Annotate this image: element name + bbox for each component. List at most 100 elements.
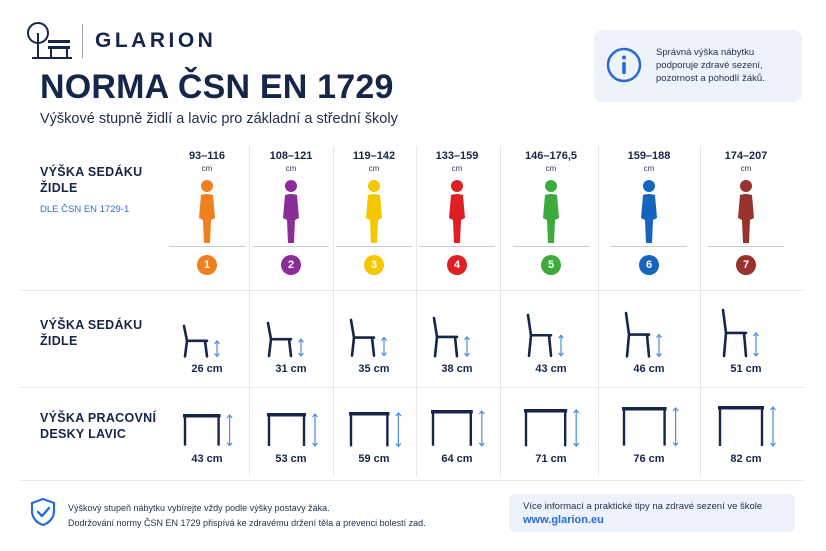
info-text-line: pozornost a pohodlí žáků.: [656, 73, 765, 84]
seat-height-value: 38 cm: [441, 363, 473, 375]
row-label-line: ŽIDLE: [40, 181, 78, 195]
person-figure-icon: [738, 180, 754, 243]
desk-height-value: 76 cm: [633, 453, 665, 465]
desk-icon: [524, 408, 580, 447]
size-number-badge: 1: [197, 255, 217, 275]
height-unit: cm: [545, 164, 557, 173]
footer-note: Výškový stupeň nábytku vybírejte vždy po…: [68, 501, 426, 531]
row-label-line: ŽIDLE: [40, 334, 78, 348]
column-divider: [333, 146, 334, 476]
row-label-line: DESKY LAVIC: [40, 427, 127, 441]
seat-height-value: 26 cm: [191, 363, 223, 375]
desk-icon: [718, 406, 776, 447]
seat-height-value: 43 cm: [535, 363, 567, 375]
column-divider: [700, 146, 701, 476]
size-number-badge: 5: [541, 255, 561, 275]
brand-logo[interactable]: GLARION: [24, 20, 224, 62]
row-label-line: VÝŠKA SEDÁKU: [40, 165, 143, 179]
footer-note-line: Dodržování normy ČSN EN 1729 přispívá ke…: [68, 518, 426, 528]
column-divider: [500, 146, 501, 476]
info-text: Správná výška nábytku podporuje zdravé s…: [656, 46, 796, 85]
size-number-badge: 4: [447, 255, 467, 275]
desk-icon: [431, 410, 485, 447]
website-link[interactable]: www.glarion.eu: [523, 514, 604, 526]
row-label-body-height: VÝŠKA SEDÁKU ŽIDLE: [40, 164, 142, 196]
info-text-line: Správná výška nábytku: [656, 47, 755, 58]
person-figure-icon: [543, 180, 559, 243]
seat-height-value: 35 cm: [358, 363, 390, 375]
desk-height-value: 64 cm: [441, 453, 473, 465]
height-unit: cm: [285, 164, 297, 173]
info-box: Správná výška nábytku podporuje zdravé s…: [594, 30, 802, 102]
more-info-text: Více informací a praktické tipy na zdrav…: [523, 501, 763, 512]
person-figure-icon: [641, 180, 657, 243]
desk-height-value: 53 cm: [275, 453, 307, 465]
desk-height-value: 43 cm: [191, 453, 223, 465]
desk-icon: [183, 414, 233, 447]
person-figure-icon: [449, 180, 465, 243]
size-number-badge: 3: [364, 255, 384, 275]
shield-check-icon: [30, 497, 56, 527]
height-range: 133–159: [435, 150, 479, 162]
footer-note-line: Výškový stupeň nábytku vybírejte vždy po…: [68, 503, 330, 513]
figure-base-line: [169, 246, 245, 247]
height-range: 174–207: [724, 150, 768, 162]
size-number-badge: 6: [639, 255, 659, 275]
desk-icon: [266, 413, 318, 447]
figure-base-line: [708, 246, 784, 247]
more-info-box: Více informací a praktické tipy na zdrav…: [509, 494, 795, 532]
row-label-line: VÝŠKA PRACOVNÍ: [40, 411, 157, 425]
brand-name: GLARION: [95, 29, 217, 52]
chair-icon: [526, 313, 564, 358]
column-divider: [598, 146, 599, 476]
person-figure-icon: [366, 180, 382, 243]
page-title: NORMA ČSN EN 1729: [40, 68, 394, 106]
desk-height-value: 59 cm: [358, 453, 390, 465]
desk-icon: [621, 407, 679, 447]
person-figure-icon: [283, 180, 299, 243]
row-label-seat-height: VÝŠKA SEDÁKU ŽIDLE: [40, 317, 142, 349]
height-unit: cm: [740, 164, 752, 173]
row-label-desk-height: VÝŠKA PRACOVNÍ DESKY LAVIC: [40, 410, 156, 442]
column-divider: [416, 146, 417, 476]
height-range: 93–116: [188, 150, 226, 162]
chair-icon: [721, 308, 759, 358]
height-range: 159–188: [627, 150, 671, 162]
chair-icon: [624, 311, 662, 358]
desk-height-value: 71 cm: [535, 453, 567, 465]
row-divider: [20, 480, 804, 481]
figure-base-line: [513, 246, 589, 247]
figure-base-line: [336, 246, 412, 247]
school-bench-tree-logo-icon: [27, 22, 72, 59]
height-unit: cm: [201, 164, 213, 173]
desk-icon: [348, 411, 402, 447]
figure-base-line: [611, 246, 687, 247]
height-range: 146–176,5: [525, 150, 577, 162]
column-divider: [249, 146, 250, 476]
logo-separator: [82, 24, 83, 58]
row-sublabel-norm: DLE ČSN EN 1729-1: [40, 204, 130, 215]
height-range: 108–121: [269, 150, 313, 162]
info-icon: [606, 47, 642, 83]
seat-height-value: 46 cm: [633, 363, 665, 375]
seat-height-value: 51 cm: [730, 363, 762, 375]
row-divider: [20, 290, 804, 291]
figure-base-line: [419, 246, 495, 247]
desk-height-value: 82 cm: [730, 453, 762, 465]
height-unit: cm: [643, 164, 655, 173]
chair-icon: [349, 319, 387, 358]
person-figure-icon: [199, 180, 215, 243]
height-unit: cm: [368, 164, 380, 173]
figure-base-line: [253, 246, 329, 247]
chair-icon: [182, 324, 220, 358]
chair-icon: [266, 321, 304, 358]
height-range: 119–142: [352, 150, 396, 162]
info-text-line: podporuje zdravé sezení,: [656, 60, 763, 71]
size-number-badge: 7: [736, 255, 756, 275]
page-subtitle: Výškové stupně židlí a lavic pro základn…: [40, 111, 398, 127]
row-divider: [20, 387, 804, 388]
seat-height-value: 31 cm: [275, 363, 307, 375]
row-label-line: VÝŠKA SEDÁKU: [40, 318, 143, 332]
height-unit: cm: [451, 164, 463, 173]
size-number-badge: 2: [281, 255, 301, 275]
